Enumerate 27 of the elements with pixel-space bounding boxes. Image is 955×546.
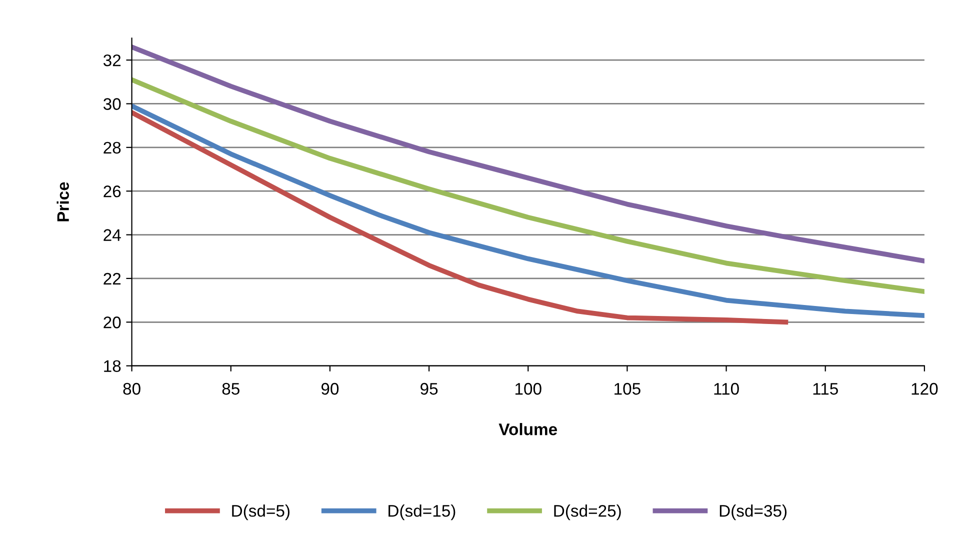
y-tick-label: 30 — [103, 98, 121, 110]
x-tick-label: 120 — [912, 382, 938, 395]
legend-label: D(sd=25) — [554, 504, 621, 520]
y-tick-label: 24 — [104, 229, 121, 241]
x-tick-label: 105 — [614, 382, 640, 395]
y-tick-label: 20 — [104, 316, 121, 328]
y-tick-label: 18 — [104, 360, 121, 372]
y-tick-label: 26 — [104, 186, 121, 198]
x-axis-title: Volume — [498, 423, 558, 436]
x-tick-label: 90 — [321, 382, 339, 395]
legend-label: D(sd=5) — [232, 504, 290, 520]
x-tick-label: 85 — [222, 382, 240, 395]
legend-label: D(sd=15) — [388, 504, 456, 520]
x-tick-label: 110 — [714, 382, 739, 395]
x-tick-label: 115 — [813, 383, 838, 395]
y-tick-label: 22 — [104, 272, 121, 284]
legend-label: D(sd=35) — [720, 504, 787, 520]
y-tick-label: 28 — [104, 142, 121, 154]
x-tick-label: 95 — [420, 382, 438, 395]
y-axis-title: Price — [56, 182, 69, 222]
line-series — [132, 110, 788, 325]
line-series — [132, 77, 924, 294]
line-series — [132, 44, 924, 264]
y-tick-label: 32 — [103, 54, 121, 66]
line-series — [132, 103, 924, 318]
x-tick-label: 80 — [123, 382, 140, 395]
x-tick-label: 100 — [515, 382, 542, 395]
